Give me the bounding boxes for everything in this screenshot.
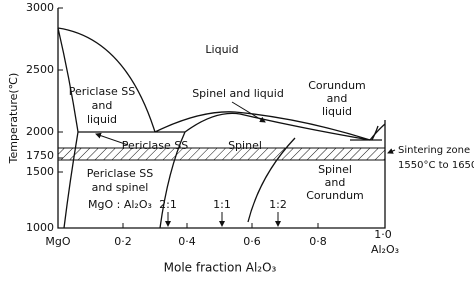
region-label: Corundum [306,189,364,202]
y-tick-label: 3000 [26,1,54,14]
region-label: and [325,176,346,189]
ratio-mark: 1:1 [213,198,231,211]
region-label: Spinel [228,139,262,152]
region-label: Periclase SS [69,85,135,98]
ratio-mark: 1:2 [269,198,287,211]
x-end-label: Al₂O₃ [371,243,399,256]
region-label: Spinel [318,163,352,176]
region-label: and [327,92,348,105]
x-tick-label: 0·2 [114,235,132,248]
x-tick-label: 0·8 [309,235,327,248]
x-tick-label: 0·4 [178,235,196,248]
region-label: liquid [87,113,117,126]
ratio-label: MgO : Al₂O₃ [88,198,152,211]
x-tick-label: MgO [45,235,70,248]
y-tick-label: 2500 [26,63,54,76]
ratio-mark: 2:1 [159,198,177,211]
region-label: and [92,99,113,112]
region-label: liquid [322,105,352,118]
sintering-label: Sintering zone [398,145,470,156]
sintering-range: 1550°C to 1650°C [398,160,474,171]
region-label: Periclase SS [122,139,188,152]
sintering-band [57,147,386,161]
y-axis-label: Temperature(℃) [7,73,20,165]
region-label: Periclase SS [87,167,153,180]
y-tick-label: 2000 [26,125,54,138]
phase-boundaries [57,27,386,229]
y-tick-label: 1000 [26,221,54,234]
ratio-arrows [95,101,396,227]
region-label: Spinel and liquid [192,87,284,100]
y-tick-label: 1500 [26,165,54,178]
x-axis-label: Mole fraction Al₂O₃ [164,261,277,275]
region-label: Liquid [205,43,238,56]
region-label: and spinel [92,181,149,194]
region-label: Corundum [308,79,366,92]
x-tick-label: 1·0 [374,228,392,241]
y-tick-label: 1750 [26,149,54,162]
x-tick-label: 0·6 [243,235,261,248]
